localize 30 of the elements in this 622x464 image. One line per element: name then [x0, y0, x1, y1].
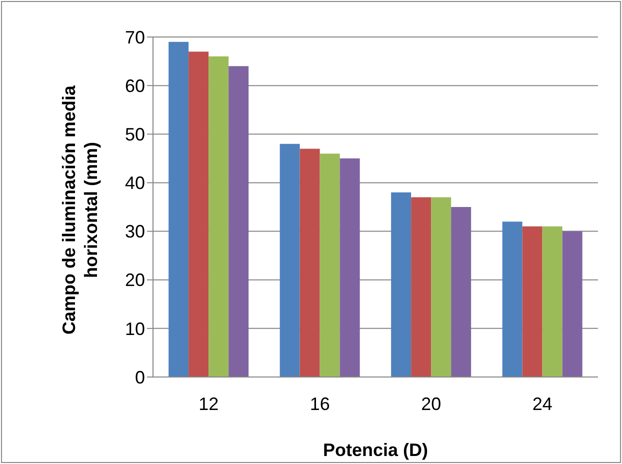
x-tick-label: 20: [421, 394, 442, 414]
bar: [451, 207, 472, 377]
y-tick-label: 40: [124, 173, 145, 194]
y-tick-label: 20: [124, 270, 145, 290]
bar: [280, 144, 300, 377]
x-axis-title: Potencia (D): [322, 440, 428, 460]
x-tick-label: 24: [532, 394, 552, 414]
y-tick-label: 60: [124, 76, 145, 96]
y-tick-label: 70: [124, 27, 145, 48]
bar: [502, 222, 522, 377]
y-tick-label: 50: [124, 124, 145, 145]
y-tick-label: 30: [124, 222, 145, 242]
bar: [208, 56, 229, 377]
bar: [228, 66, 249, 377]
bar: [188, 52, 209, 377]
bar: [300, 148, 320, 377]
bar: [168, 42, 189, 377]
y-tick-label: 10: [124, 318, 145, 339]
bar: [411, 197, 432, 377]
bar: [562, 231, 582, 377]
x-tick-label: 16: [310, 394, 330, 414]
bar: [320, 154, 340, 377]
y-axis-title: Campo de iluminación media horixontal (mm): [59, 84, 101, 335]
bar: [340, 158, 360, 377]
bar: [431, 197, 452, 377]
bar: [522, 226, 542, 377]
bar: [391, 192, 412, 377]
bar: [542, 226, 562, 377]
y-tick-label: 0: [134, 367, 145, 388]
x-tick-label: 12: [198, 394, 219, 414]
